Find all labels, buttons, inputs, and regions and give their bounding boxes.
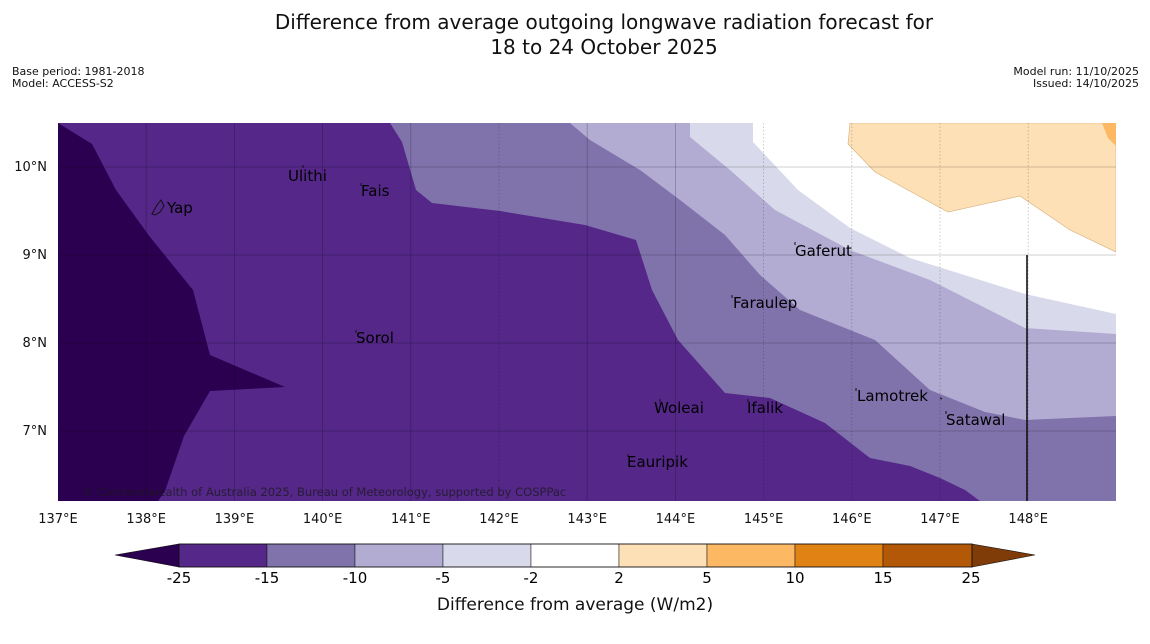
colorbar bbox=[114, 543, 1036, 568]
lon-label-141: 141°E bbox=[391, 512, 431, 527]
place-eauripik: Eauripik bbox=[627, 453, 688, 471]
colorbar-swatch-6 bbox=[618, 543, 708, 568]
colorbar-swatch-9 bbox=[882, 543, 973, 568]
place-labels: Yap Ulithi Fais Gaferut Faraulep Sorol L… bbox=[166, 167, 1005, 471]
lon-label-140: 140°E bbox=[303, 512, 343, 527]
place-sorol: Sorol bbox=[356, 329, 394, 347]
lon-label-137: 137°E bbox=[38, 512, 78, 527]
colorbar-tick: -25 bbox=[167, 569, 192, 587]
colorbar-swatch-4 bbox=[442, 543, 532, 568]
colorbar-tick: 25 bbox=[961, 569, 980, 587]
copyright-notice: © Commonwealth of Australia 2025, Bureau… bbox=[82, 485, 566, 499]
longitude-labels: 137°E 138°E 139°E 140°E 141°E 142°E 143°… bbox=[38, 512, 1048, 527]
colorbar-tick: 2 bbox=[614, 569, 624, 587]
title-line-1: Difference from average outgoing longwav… bbox=[274, 10, 934, 34]
chart-title: Difference from average outgoing longwav… bbox=[0, 10, 1150, 60]
colorbar-extend-low bbox=[114, 543, 180, 568]
place-fais: Fais bbox=[361, 182, 390, 200]
lat-label-9: 9°N bbox=[23, 248, 48, 263]
colorbar-tick: 10 bbox=[785, 569, 804, 587]
lat-label-8: 8°N bbox=[23, 336, 48, 351]
band-below-minus25 bbox=[58, 123, 285, 501]
place-woleai: Woleai bbox=[654, 399, 704, 417]
lon-label-142: 142°E bbox=[479, 512, 519, 527]
lon-label-145: 145°E bbox=[744, 512, 784, 527]
model-run: Model run: 11/10/2025 bbox=[1013, 65, 1139, 78]
title-line-2: 18 to 24 October 2025 bbox=[490, 35, 718, 59]
lon-label-138: 138°E bbox=[126, 512, 166, 527]
metadata-right: Model run: 11/10/2025 Issued: 14/10/2025 bbox=[1013, 66, 1139, 90]
base-period: Base period: 1981-2018 bbox=[12, 65, 145, 78]
lon-label-144: 144°E bbox=[656, 512, 696, 527]
place-satawal: Satawal bbox=[946, 411, 1005, 429]
latitude-labels: 10°N 9°N 8°N 7°N bbox=[14, 160, 47, 439]
colorbar-swatch-2 bbox=[266, 543, 356, 568]
colorbar-ticks: -25 -15 -10 -5 -2 2 5 10 15 25 bbox=[167, 569, 981, 587]
place-gaferut: Gaferut bbox=[795, 242, 852, 260]
place-ulithi: Ulithi bbox=[288, 167, 327, 185]
colorbar-swatch-3 bbox=[354, 543, 444, 568]
colorbar-swatch-1 bbox=[178, 543, 268, 568]
colorbar-label: Difference from average (W/m2) bbox=[437, 595, 713, 615]
band-plus5-to-plus10 bbox=[1102, 123, 1116, 146]
colorbar-tick: -15 bbox=[255, 569, 280, 587]
colorbar-tick: 5 bbox=[702, 569, 712, 587]
colorbar-tick: -10 bbox=[343, 569, 368, 587]
colorbar-swatch-7 bbox=[706, 543, 796, 568]
issued-date: Issued: 14/10/2025 bbox=[1032, 77, 1139, 90]
colorbar-extend-high bbox=[971, 543, 1036, 568]
colorbar-tick: -5 bbox=[436, 569, 451, 587]
lon-label-147: 147°E bbox=[920, 512, 960, 527]
place-yap: Yap bbox=[166, 199, 193, 217]
colorbar-tick: 15 bbox=[873, 569, 892, 587]
map-panel bbox=[58, 123, 1116, 501]
island-markers bbox=[151, 165, 947, 457]
place-lamotrek: Lamotrek bbox=[857, 387, 928, 405]
colorbar-tick: -2 bbox=[524, 569, 539, 587]
colorbar-swatch-8 bbox=[794, 543, 884, 568]
colorbar-swatch-5 bbox=[530, 543, 620, 568]
graticule bbox=[58, 123, 1116, 501]
band-minus25-to-minus15 bbox=[58, 123, 980, 501]
metadata-left: Base period: 1981-2018 Model: ACCESS-S2 bbox=[12, 66, 144, 90]
band-plus2-to-plus5 bbox=[847, 123, 1116, 253]
yap-island-shape bbox=[151, 199, 165, 216]
lon-label-146: 146°E bbox=[832, 512, 872, 527]
place-ifalik: Ifalik bbox=[747, 399, 783, 417]
place-faraulep: Faraulep bbox=[733, 294, 797, 312]
lon-label-148: 148°E bbox=[1008, 512, 1048, 527]
model-name: Model: ACCESS-S2 bbox=[12, 77, 114, 90]
lat-label-10: 10°N bbox=[14, 160, 47, 175]
lat-label-7: 7°N bbox=[23, 424, 48, 439]
lon-label-143: 143°E bbox=[567, 512, 607, 527]
lon-label-139: 139°E bbox=[215, 512, 255, 527]
